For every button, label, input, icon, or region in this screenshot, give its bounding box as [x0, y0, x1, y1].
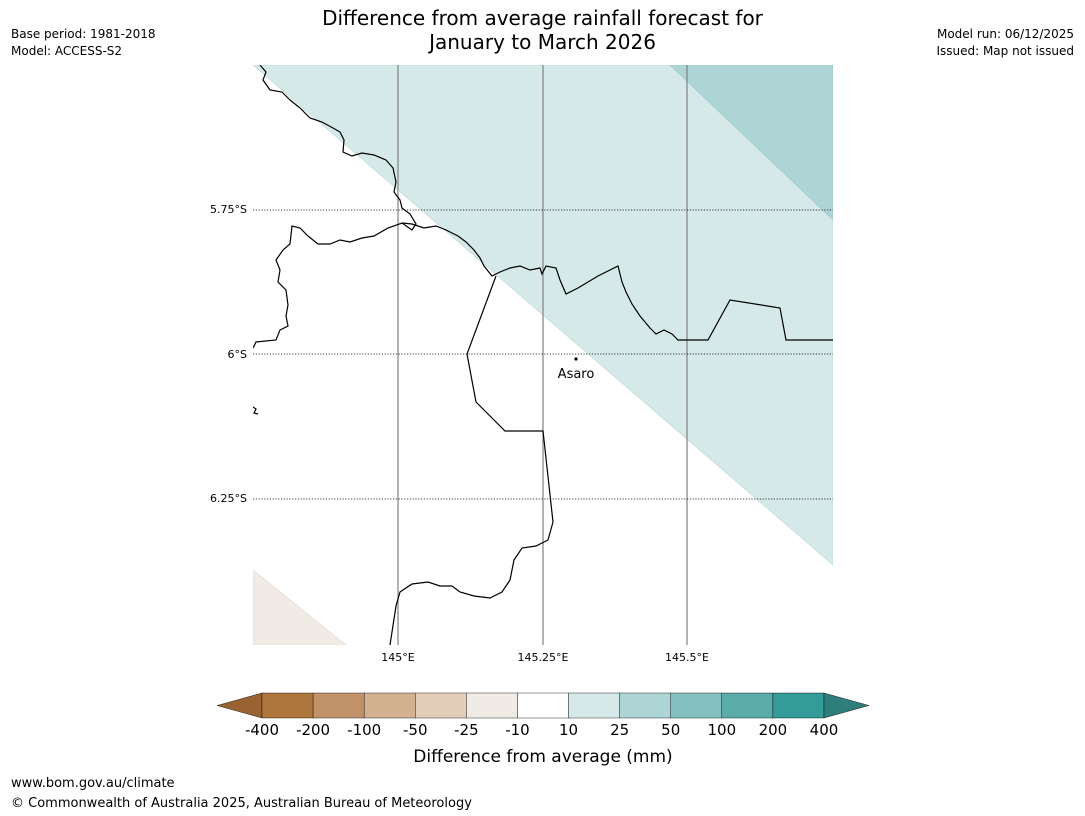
boundary-line — [401, 222, 833, 341]
rainfall-band-minus25-minus10 — [253, 569, 347, 645]
base-period-text: Base period: 1981-2018 — [11, 27, 156, 41]
legend-tick-label: -200 — [296, 721, 330, 739]
rainfall-band-25-50 — [669, 65, 833, 221]
model-run-text: Model run: 06/12/2025 — [936, 27, 1074, 41]
legend-bin — [363, 692, 416, 719]
legend-tick-label: -10 — [505, 721, 530, 739]
legend-tick-label: 200 — [759, 721, 788, 739]
legend-tick-label: 25 — [610, 721, 629, 739]
latitude-label: 6°S — [228, 348, 247, 361]
issued-text: Issued: Map not issued — [936, 44, 1074, 58]
town-marker[interactable] — [574, 357, 578, 361]
boundary-line — [253, 65, 417, 349]
town-label: Asaro — [558, 367, 595, 382]
legend-tick-label: -400 — [245, 721, 279, 739]
website-link[interactable]: www.bom.gov.au/climate — [11, 776, 175, 791]
legend-tick-label: 10 — [559, 721, 578, 739]
longitude-label: 145.5°E — [665, 651, 709, 664]
legend-bin — [466, 692, 518, 719]
longitude-label: 145.25°E — [518, 651, 569, 664]
model-text: Model: ACCESS-S2 — [11, 44, 123, 58]
legend-bin — [261, 692, 314, 719]
legend-bin — [568, 692, 620, 719]
legend-bin — [619, 692, 671, 719]
copyright-text: © Commonwealth of Australia 2025, Austra… — [11, 796, 472, 811]
title-line-2: January to March 2026 — [429, 30, 656, 54]
boundary-line — [389, 275, 554, 645]
legend-tick-label: -25 — [454, 721, 479, 739]
latitude-label: 5.75°S — [210, 203, 247, 216]
color-legend: -400 -200 -100 -50 -25 -10 10 25 50 100 200 400 Dif… — [216, 692, 870, 767]
title-line-1: Difference from average rainfall forecas… — [322, 6, 763, 30]
legend-bin — [517, 692, 569, 719]
latitude-label: 6.25°S — [210, 492, 247, 505]
legend-extend-high — [823, 692, 870, 719]
legend-tick-label: 50 — [661, 721, 680, 739]
legend-bin — [415, 692, 467, 719]
legend-tick-label: -100 — [347, 721, 381, 739]
legend-tick-label: 100 — [707, 721, 736, 739]
legend-bin — [312, 692, 365, 719]
legend-extend-low — [216, 692, 263, 719]
legend-bin — [670, 692, 723, 719]
longitude-label: 145°E — [381, 651, 414, 664]
rainfall-map[interactable]: Asaro 5.75°S 6°S 6.25°S 145°E 145.25°E 1… — [0, 0, 1085, 690]
legend-title: Difference from average (mm) — [413, 747, 672, 767]
map-area — [253, 65, 833, 645]
legend-bin — [721, 692, 774, 719]
map-title: Difference from average rainfall forecas… — [0, 6, 1085, 54]
legend-tick-label: 400 — [810, 721, 839, 739]
legend-bin — [772, 692, 825, 719]
legend-tick-label: -50 — [403, 721, 428, 739]
boundary-line — [253, 406, 259, 415]
